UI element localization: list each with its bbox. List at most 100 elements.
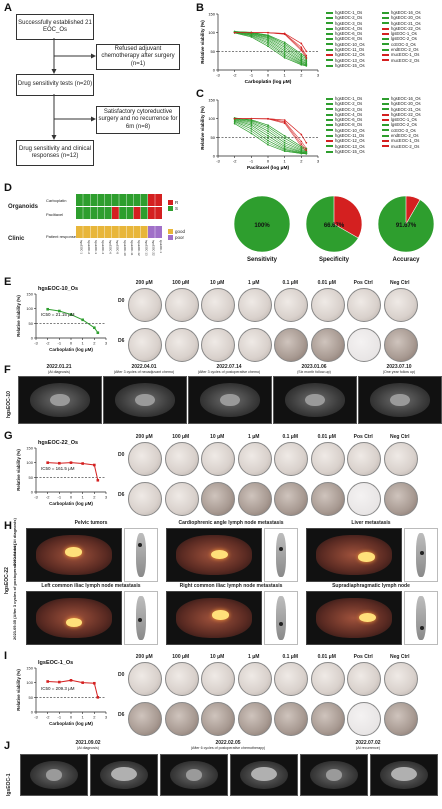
y-axis-label: Relative viability (%): [16, 669, 21, 711]
organoid-well-image: [310, 662, 345, 696]
row-label-clinic: Clinic: [8, 236, 25, 242]
x-axis-label: Carboplatin (log μM): [49, 721, 93, 726]
concentration-label: 100 μM: [172, 434, 190, 440]
x-tick-label: 3: [317, 73, 320, 78]
heatmap-column-label: hgsEOC-10: [123, 240, 127, 256]
heatmap-cell-carboplatin: [97, 194, 105, 206]
concentration-label: 0.01 μM: [317, 280, 336, 286]
heatmap-cell-paclitaxel: [112, 207, 119, 219]
data-point: [305, 60, 308, 63]
legend-swatch: [382, 140, 389, 143]
pet-ct-image: [26, 528, 122, 582]
x-tick-label: 1: [82, 715, 85, 720]
series-line: [234, 32, 307, 66]
ct-organ-region: [135, 393, 155, 407]
organoid-well-image: [383, 702, 418, 736]
concentration-label: 100 μM: [172, 654, 190, 660]
heatmap-cell-response: [126, 226, 134, 238]
organoid-well-image: [237, 702, 272, 736]
data-point: [300, 143, 303, 145]
data-point: [305, 64, 308, 66]
data-point: [300, 149, 303, 152]
data-point: [233, 31, 236, 34]
heatmap-cell-carboplatin: [155, 194, 162, 206]
concentration-label: Neg Ctrl: [390, 654, 410, 660]
heatmap-cell-response: [104, 226, 112, 238]
organoid-well-image: [274, 482, 308, 516]
legend-swatch: [326, 38, 333, 41]
legend-label: endEOC-2_Os: [391, 47, 419, 53]
legend-swatch: [326, 54, 333, 57]
y-tick-label: 50: [29, 475, 34, 480]
heatmap-column-label: lgsEOC-1: [159, 240, 163, 253]
organoid-well-image: [347, 288, 381, 322]
scan-date: 2022.01.21: [46, 364, 72, 370]
legend-swatch: [326, 32, 333, 35]
legend-item: hgsEOC-3_Os: [326, 107, 365, 112]
legend-label: hgsEOC-10_Os: [335, 127, 365, 133]
legend-label: hgsEOC-10_Os: [335, 41, 365, 47]
mip-hotspot: [279, 547, 283, 551]
legend-swatch: [326, 150, 333, 153]
heatmap-cell-response: [155, 226, 162, 238]
pie-percent-label: 66.67%: [324, 223, 345, 229]
heatmap-cell-carboplatin: [119, 194, 126, 206]
y-tick-label: 150: [26, 446, 33, 451]
legend-item: hgsEOC-15_Os: [326, 63, 365, 68]
legend-label: hgsEOC-13_Os: [335, 143, 365, 149]
legend-item: hgsEOC-2_Os: [326, 101, 365, 106]
x-axis-label: Carboplatin (log μM): [49, 347, 93, 352]
legend-item: mucEOC-1_Os: [382, 52, 421, 57]
ct-scan-image: [90, 754, 158, 796]
ct-scan-image: [20, 754, 88, 796]
heatmap-cell-carboplatin: [126, 194, 134, 206]
y-tick-label: 0: [213, 154, 216, 159]
pet-title: Supradiaphragmatic lymph node: [332, 583, 410, 589]
legend-swatch: [382, 54, 389, 57]
panel-label-e: E: [4, 276, 12, 288]
mip-hotspot: [279, 622, 283, 626]
concentration-label: Neg Ctrl: [390, 434, 410, 440]
data-point: [267, 143, 269, 146]
y-axis-label: Relative viability (%): [200, 20, 205, 64]
y-axis-label: Relative viability (%): [16, 449, 21, 491]
x-tick-label: -2: [233, 73, 237, 78]
legend-swatch: [326, 48, 333, 51]
data-point: [300, 140, 303, 143]
legend-label: hgsEOC-20_Os: [391, 15, 421, 21]
mip-figure: [136, 596, 146, 640]
day0-label: D0: [118, 452, 125, 458]
data-point: [69, 461, 73, 464]
x-tick-label: -2: [46, 341, 50, 346]
concentration-label: 0.1 μM: [282, 654, 299, 660]
series-line: [234, 121, 307, 154]
concentration-label: 10 μM: [210, 654, 225, 660]
flow-box-clinical-responses: Drug sensitivity and clinical responses …: [16, 140, 94, 166]
legend-label: hgsEOC-16_Os: [391, 96, 421, 101]
x-tick-label: -2: [46, 495, 50, 500]
legend-swatch: [326, 113, 333, 116]
organoid-well-image: [237, 288, 272, 322]
data-point: [305, 65, 308, 67]
row-label-response: Patient response: [46, 234, 77, 239]
heatmap-cell-response: [140, 226, 148, 238]
data-point: [300, 48, 303, 50]
organoid-well-image: [347, 328, 381, 362]
organoid-well-image: [347, 442, 381, 476]
legend-item: mucEOC-2_Os: [382, 144, 421, 149]
scan-date: 2021.09.02: [75, 740, 101, 746]
series-line: [234, 118, 307, 151]
y-tick-label: 0: [213, 68, 216, 73]
concentration-label: 10 μM: [210, 280, 225, 286]
legend-swatch: [326, 145, 333, 148]
concentration-label: 200 μM: [135, 654, 153, 660]
data-point: [300, 60, 303, 63]
pet-title: Left common iliac lymph node metastasis: [41, 583, 141, 589]
pet-hotspot: [212, 610, 230, 620]
heatmap-cell-response: [76, 226, 83, 238]
legend-swatch: [382, 113, 389, 116]
x-tick-label: 2: [300, 159, 303, 164]
organoid-well-image: [164, 442, 199, 476]
heatmap-cell-carboplatin: [133, 194, 141, 206]
legend-item: hgsEOC-11_Os: [326, 47, 365, 52]
